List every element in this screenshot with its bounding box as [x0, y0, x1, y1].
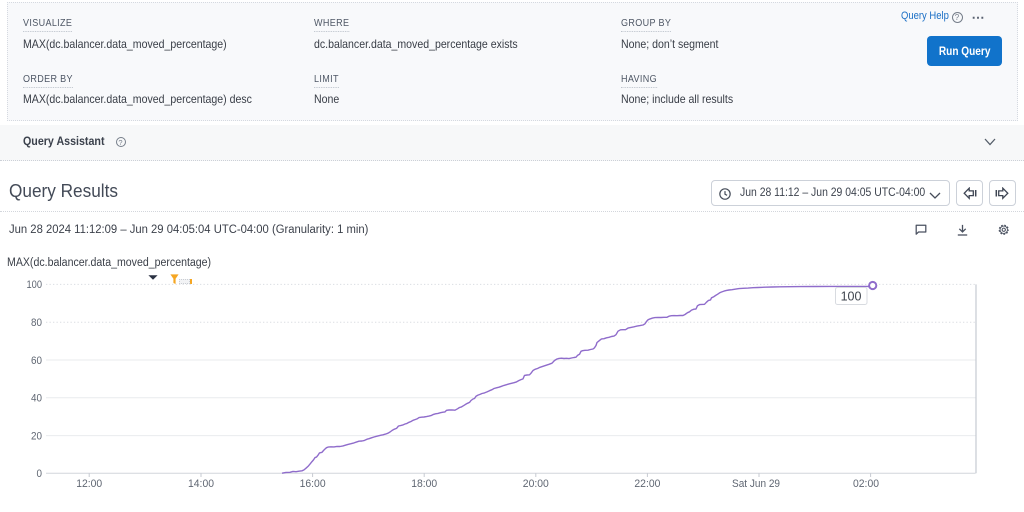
svg-text:18:00: 18:00 [411, 478, 437, 490]
svg-text:80: 80 [31, 317, 42, 329]
svg-text:20: 20 [31, 430, 42, 442]
svg-text:100: 100 [27, 279, 43, 291]
svg-text:22:00: 22:00 [634, 478, 660, 490]
svg-text:0: 0 [37, 468, 43, 480]
svg-text:14:00: 14:00 [188, 478, 214, 490]
svg-text:20:00: 20:00 [523, 478, 549, 490]
svg-text:16:00: 16:00 [300, 478, 326, 490]
svg-text:12:00: 12:00 [76, 478, 102, 490]
svg-text:Sat Jun 29: Sat Jun 29 [732, 478, 780, 490]
svg-text:40: 40 [31, 393, 42, 405]
svg-text:100: 100 [841, 290, 862, 304]
svg-text:60: 60 [31, 355, 42, 367]
svg-text:02:00: 02:00 [853, 478, 879, 490]
